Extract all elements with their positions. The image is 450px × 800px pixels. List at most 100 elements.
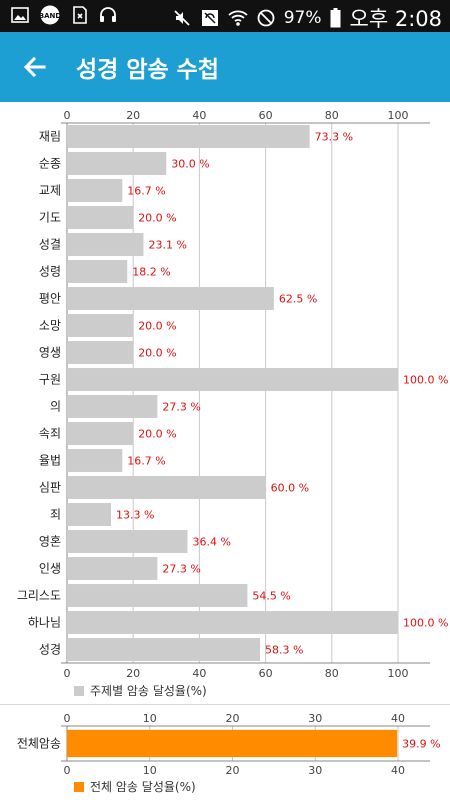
bar	[67, 314, 134, 337]
bar	[67, 395, 158, 418]
x-tick-label-top: 20	[126, 109, 140, 122]
bar	[67, 503, 112, 526]
x-tick-label-top: 20	[226, 712, 240, 725]
wifi-icon	[228, 8, 248, 28]
sync-icon	[200, 8, 220, 28]
category-label: 영생	[39, 346, 61, 360]
value-label: 20.0 %	[138, 347, 176, 360]
category-label: 율법	[39, 454, 61, 468]
clock-time: 오후 2:08	[349, 7, 442, 31]
category-label: 의	[50, 400, 61, 414]
x-tick-label-top: 80	[325, 109, 339, 122]
category-label: 성경	[39, 643, 61, 657]
topic-achievement-chart: 0 0 20 20 40 40 60 60 80 80 100 100 재림 73.3 % 순종 30.0 %…	[17, 109, 449, 698]
value-label: 18.2 %	[132, 266, 170, 279]
value-label: 60.0 %	[271, 482, 309, 495]
category-label: 순종	[39, 157, 61, 171]
category-label: 성결	[39, 238, 61, 252]
value-label: 16.7 %	[127, 185, 165, 198]
legend-label: 주제별 암송 달성율(%)	[90, 684, 207, 698]
value-label: 39.9 %	[402, 738, 440, 751]
status-right-icons: 97% 오후 2:08	[172, 3, 442, 33]
value-label: 20.0 %	[138, 212, 176, 225]
x-tick-label-top: 100	[388, 109, 409, 122]
x-tick-label-bottom: 0	[64, 667, 71, 680]
x-tick-label-bottom: 40	[391, 764, 405, 777]
x-tick-label-top: 60	[259, 109, 273, 122]
x-tick-label-top: 0	[64, 109, 71, 122]
bar	[67, 233, 144, 256]
x-tick-label-bottom: 100	[388, 667, 409, 680]
value-label: 13.3 %	[116, 509, 154, 522]
bar	[67, 584, 248, 607]
page-title: 성경 암송 수첩	[76, 57, 219, 83]
value-label: 58.3 %	[265, 644, 303, 657]
bar	[67, 476, 266, 499]
x-tick-label-bottom: 20	[126, 667, 140, 680]
value-label: 62.5 %	[279, 293, 317, 306]
category-label: 속죄	[39, 427, 61, 441]
bar	[67, 368, 398, 391]
legend-swatch	[74, 686, 84, 696]
band-icon: BAND	[38, 5, 62, 25]
x-tick-label-top: 0	[64, 712, 71, 725]
x-tick-label-bottom: 30	[308, 764, 322, 777]
value-label: 20.0 %	[138, 428, 176, 441]
bar	[67, 557, 158, 580]
status-left-icons: BAND	[10, 5, 118, 25]
bar	[67, 449, 123, 472]
legend-swatch	[74, 782, 84, 792]
x-tick-label-bottom: 0	[64, 764, 71, 777]
status-bar: BAND 97% 오후 2:08	[0, 0, 450, 32]
bar	[67, 125, 310, 148]
x-tick-label-top: 30	[308, 712, 322, 725]
x-tick-label-top: 40	[391, 712, 405, 725]
bar	[67, 152, 167, 175]
value-label: 73.3 %	[315, 131, 353, 144]
category-label: 인생	[39, 562, 61, 576]
value-label: 20.0 %	[138, 320, 176, 333]
x-tick-label-bottom: 80	[325, 667, 339, 680]
x-tick-label-bottom: 60	[259, 667, 273, 680]
bar	[67, 287, 274, 310]
category-label: 하나님	[28, 616, 61, 630]
legend-label: 전체 암송 달성율(%)	[90, 780, 196, 794]
app-bar: 성경 암송 수첩	[0, 32, 450, 102]
category-label: 교제	[39, 184, 61, 198]
x-tick-label-bottom: 40	[192, 667, 206, 680]
bar	[67, 422, 134, 445]
bar	[67, 729, 398, 758]
category-label: 전체암송	[17, 737, 61, 751]
value-label: 16.7 %	[127, 455, 165, 468]
value-label: 54.5 %	[252, 590, 290, 603]
category-label: 재림	[39, 130, 61, 144]
value-label: 30.0 %	[171, 158, 209, 171]
bar	[67, 179, 123, 202]
value-label: 36.4 %	[192, 536, 230, 549]
back-button[interactable]	[20, 52, 50, 82]
bar	[67, 611, 398, 634]
band-icon-text: BAND	[39, 12, 62, 20]
bar	[67, 638, 260, 661]
category-label: 구원	[39, 373, 61, 387]
value-label: 27.3 %	[162, 401, 200, 414]
bar	[67, 341, 134, 364]
value-label: 27.3 %	[162, 563, 200, 576]
battery-percent: 97%	[283, 8, 322, 28]
bar	[67, 206, 134, 229]
dnd-icon	[256, 8, 276, 28]
x-tick-label-top: 40	[192, 109, 206, 122]
category-label: 평안	[39, 292, 61, 306]
chart-divider	[0, 704, 450, 705]
value-label: 23.1 %	[148, 239, 186, 252]
category-label: 기도	[39, 211, 61, 225]
mute-icon	[172, 8, 192, 28]
category-label: 영혼	[39, 535, 61, 549]
bar	[67, 260, 128, 283]
category-label: 그리스도	[17, 589, 61, 603]
category-label: 심판	[39, 481, 61, 495]
x-tick-label-top: 10	[143, 712, 157, 725]
x-tick-label-bottom: 20	[226, 764, 240, 777]
value-label: 100.0 %	[403, 374, 448, 387]
x-tick-label-bottom: 10	[143, 764, 157, 777]
